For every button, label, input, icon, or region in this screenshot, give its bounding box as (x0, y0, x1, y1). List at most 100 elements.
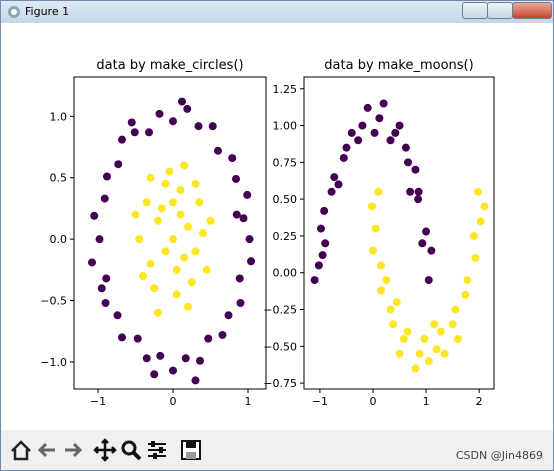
point (245, 235, 254, 244)
maximize-button[interactable] (487, 2, 513, 19)
point (169, 235, 177, 244)
point (194, 122, 203, 131)
point (463, 276, 472, 285)
point (395, 349, 404, 358)
point (399, 334, 408, 343)
back-button[interactable] (35, 438, 59, 462)
point (176, 210, 185, 219)
point (476, 217, 485, 226)
title-bar: Figure 1 (1, 1, 553, 23)
point (374, 187, 383, 196)
point (133, 334, 142, 343)
point (415, 349, 424, 358)
point (389, 320, 398, 329)
x-tick-label: 0 (170, 395, 177, 408)
point (202, 265, 211, 274)
close-button[interactable] (512, 2, 552, 19)
point (411, 364, 420, 373)
point (154, 308, 162, 317)
axes-frame (303, 76, 495, 390)
point (401, 143, 410, 152)
point (191, 247, 200, 256)
point (432, 345, 441, 354)
point (414, 187, 423, 196)
point (392, 298, 401, 307)
point (95, 235, 104, 244)
point (176, 186, 185, 195)
point (183, 104, 192, 113)
point (97, 284, 106, 293)
point (150, 284, 159, 293)
point (424, 276, 433, 285)
point (195, 198, 204, 207)
point (118, 333, 126, 342)
point (395, 121, 404, 130)
point (236, 299, 245, 308)
point (145, 128, 153, 137)
point (411, 165, 420, 174)
point (157, 204, 166, 213)
point (214, 146, 222, 155)
point (427, 246, 436, 255)
x-tick-label: −1 (312, 395, 328, 408)
x-tick-label: 2 (476, 395, 483, 408)
point (314, 261, 323, 270)
point (127, 118, 136, 127)
point (430, 320, 439, 329)
point (232, 210, 241, 219)
point (376, 261, 385, 270)
x-tick-label: 1 (423, 395, 430, 408)
configure-button[interactable] (145, 438, 169, 462)
point (358, 121, 367, 130)
point (178, 97, 186, 106)
minimize-button[interactable] (462, 2, 488, 19)
point (208, 122, 217, 131)
app-icon (8, 6, 20, 18)
point (169, 366, 177, 375)
save-button[interactable] (179, 438, 203, 462)
point (480, 202, 489, 211)
point (330, 173, 339, 182)
point (161, 247, 170, 256)
forward-button[interactable] (61, 438, 85, 462)
point (131, 210, 140, 219)
y-tick-label: 0.25 (273, 230, 298, 243)
zoom-button[interactable] (119, 438, 143, 462)
point (347, 128, 356, 137)
point (130, 128, 139, 137)
point (224, 311, 233, 320)
chart-title: data by make_moons() (324, 58, 473, 73)
home-button[interactable] (9, 438, 33, 462)
point (334, 180, 343, 189)
point (235, 274, 244, 283)
point (370, 128, 379, 137)
pan-button[interactable] (93, 438, 117, 462)
point (228, 154, 237, 163)
x-tick-label: −1 (90, 395, 106, 408)
point (184, 302, 192, 311)
point (184, 222, 192, 231)
point (354, 136, 363, 145)
point (375, 114, 384, 123)
y-tick-label: −1.0 (40, 356, 67, 369)
point (386, 305, 395, 314)
point (424, 357, 433, 366)
point (135, 235, 144, 244)
y-tick-label: 0.00 (273, 267, 298, 280)
point (440, 349, 449, 358)
point (451, 305, 460, 314)
point (243, 190, 252, 199)
point (187, 278, 196, 287)
point (161, 179, 170, 188)
point (247, 257, 255, 266)
point (90, 211, 99, 220)
point (316, 224, 325, 233)
point (146, 259, 155, 268)
point (320, 206, 329, 215)
point (199, 229, 207, 237)
point (391, 128, 400, 137)
point (206, 216, 215, 225)
point (169, 117, 177, 126)
point (180, 253, 189, 262)
